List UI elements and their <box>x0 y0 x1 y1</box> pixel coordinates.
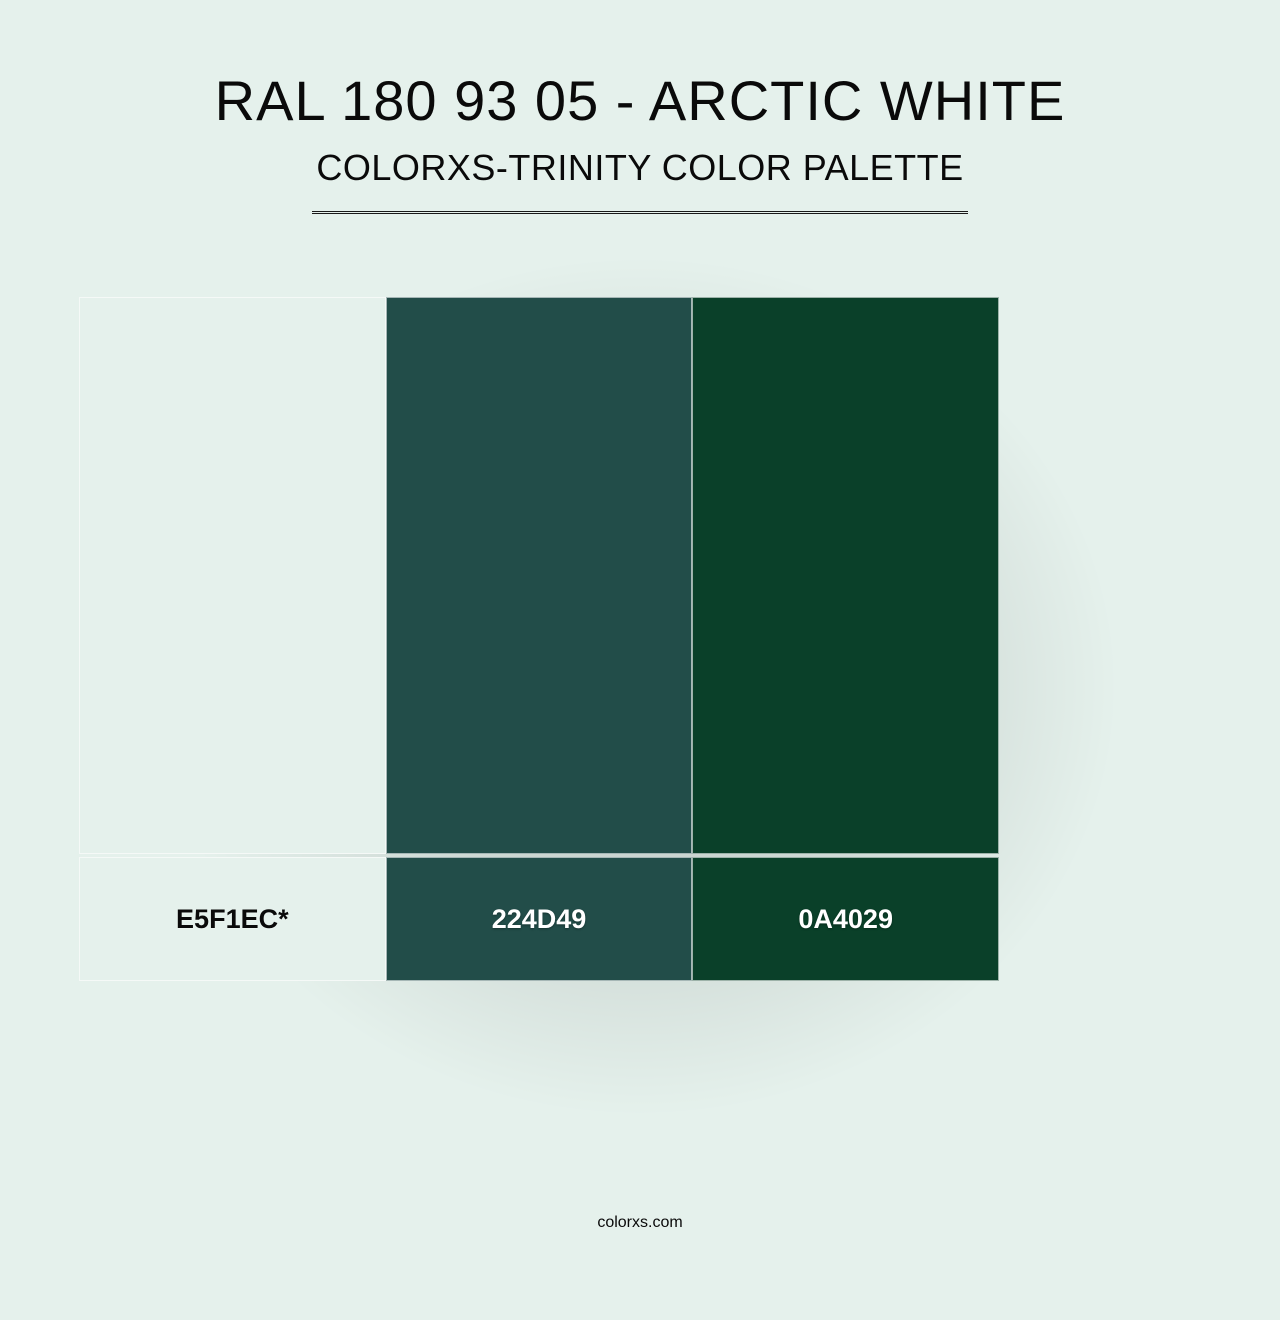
palette: E5F1EC* 224D49 0A4029 <box>79 297 999 981</box>
label-row: E5F1EC* 224D49 0A4029 <box>79 857 999 981</box>
header: RAL 180 93 05 - ARCTIC WHITE COLORXS-TRI… <box>0 0 1280 214</box>
swatch-label-3: 0A4029 <box>692 857 999 981</box>
swatch-row <box>79 297 999 854</box>
swatch-label-2: 224D49 <box>386 857 693 981</box>
footer-credit: colorxs.com <box>0 1214 1280 1232</box>
swatch-1 <box>79 297 386 854</box>
header-divider <box>312 211 968 214</box>
swatch-3 <box>692 297 999 854</box>
swatch-label-1: E5F1EC* <box>79 857 386 981</box>
page-subtitle: COLORXS-TRINITY COLOR PALETTE <box>0 147 1280 189</box>
swatch-2 <box>386 297 693 854</box>
page-title: RAL 180 93 05 - ARCTIC WHITE <box>0 68 1280 133</box>
